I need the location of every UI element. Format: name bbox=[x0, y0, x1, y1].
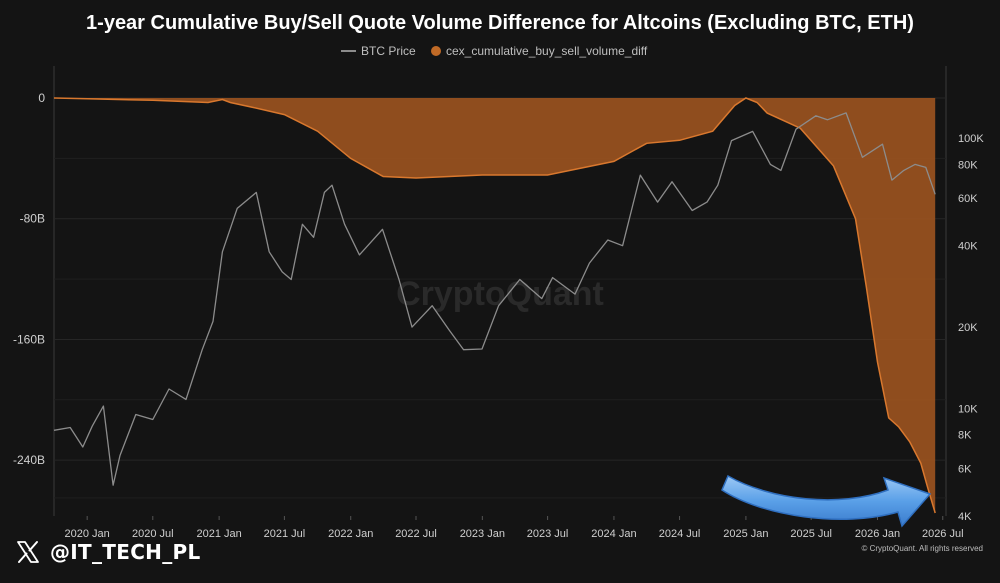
copyright-note: © CryptoQuant. All rights reserved bbox=[862, 544, 984, 553]
social-handle: @IT_TECH_PL bbox=[16, 540, 201, 564]
right-tick-label: 80K bbox=[958, 159, 978, 171]
x-tick-label: 2025 Jul bbox=[790, 528, 832, 540]
right-tick-label: 40K bbox=[958, 241, 978, 253]
x-tick-label: 2024 Jan bbox=[591, 528, 636, 540]
chart-title: 1-year Cumulative Buy/Sell Quote Volume … bbox=[86, 12, 914, 34]
right-tick-label: 100K bbox=[958, 133, 984, 145]
right-tick-label: 60K bbox=[958, 193, 978, 205]
volume-diff-area-fill bbox=[54, 98, 936, 513]
x-tick-label: 2023 Jul bbox=[527, 528, 569, 540]
right-tick-label: 20K bbox=[958, 322, 978, 334]
right-tick-label: 8K bbox=[958, 430, 972, 442]
btc-price-path bbox=[53, 112, 936, 486]
x-tick-label: 2023 Jan bbox=[460, 528, 505, 540]
right-tick-label: 4K bbox=[958, 511, 972, 523]
legend-label-volume-diff: cex_cumulative_buy_sell_volume_diff bbox=[446, 44, 648, 58]
x-axis-ticks: 2020 Jan 2020 Jul 2021 Jan 2021 Jul 2022 Jan… bbox=[65, 516, 964, 540]
left-tick-label: -160B bbox=[13, 332, 45, 346]
right-tick-label: 10K bbox=[958, 403, 978, 415]
x-tick-label: 2026 Jan bbox=[855, 528, 900, 540]
legend: BTC Price cex_cumulative_buy_sell_volume… bbox=[341, 44, 648, 58]
right-axis-ticks: 100K 80K 60K 40K 20K 10K 8K 6K 4K bbox=[958, 133, 984, 523]
x-logo-icon bbox=[17, 541, 39, 563]
x-tick-label: 2026 Jul bbox=[922, 528, 964, 540]
handle-text: @IT_TECH_PL bbox=[50, 540, 201, 564]
legend-marker-volume-diff bbox=[431, 46, 441, 56]
x-tick-label: 2025 Jan bbox=[723, 528, 768, 540]
x-tick-label: 2021 Jan bbox=[196, 528, 241, 540]
curved-arrow-annotation bbox=[721, 474, 932, 528]
volume-diff-edge bbox=[53, 97, 936, 514]
x-tick-label: 2024 Jul bbox=[659, 528, 701, 540]
x-tick-label: 2022 Jul bbox=[395, 528, 437, 540]
left-tick-label: -80B bbox=[20, 212, 45, 226]
right-tick-label: 6K bbox=[958, 463, 972, 475]
x-tick-label: 2020 Jul bbox=[132, 528, 174, 540]
x-tick-label: 2022 Jan bbox=[328, 528, 373, 540]
x-tick-label: 2021 Jul bbox=[264, 528, 306, 540]
watermark: CryptoQuant bbox=[396, 275, 604, 313]
legend-label-btc-price: BTC Price bbox=[361, 44, 416, 58]
left-tick-label: 0 bbox=[38, 91, 45, 105]
btc-price-line bbox=[53, 112, 936, 486]
volume-diff-area bbox=[53, 97, 936, 514]
x-tick-label: 2020 Jan bbox=[65, 528, 110, 540]
left-axis-ticks: 0 -80B -160B -240B bbox=[13, 91, 45, 467]
left-tick-label: -240B bbox=[13, 453, 45, 467]
